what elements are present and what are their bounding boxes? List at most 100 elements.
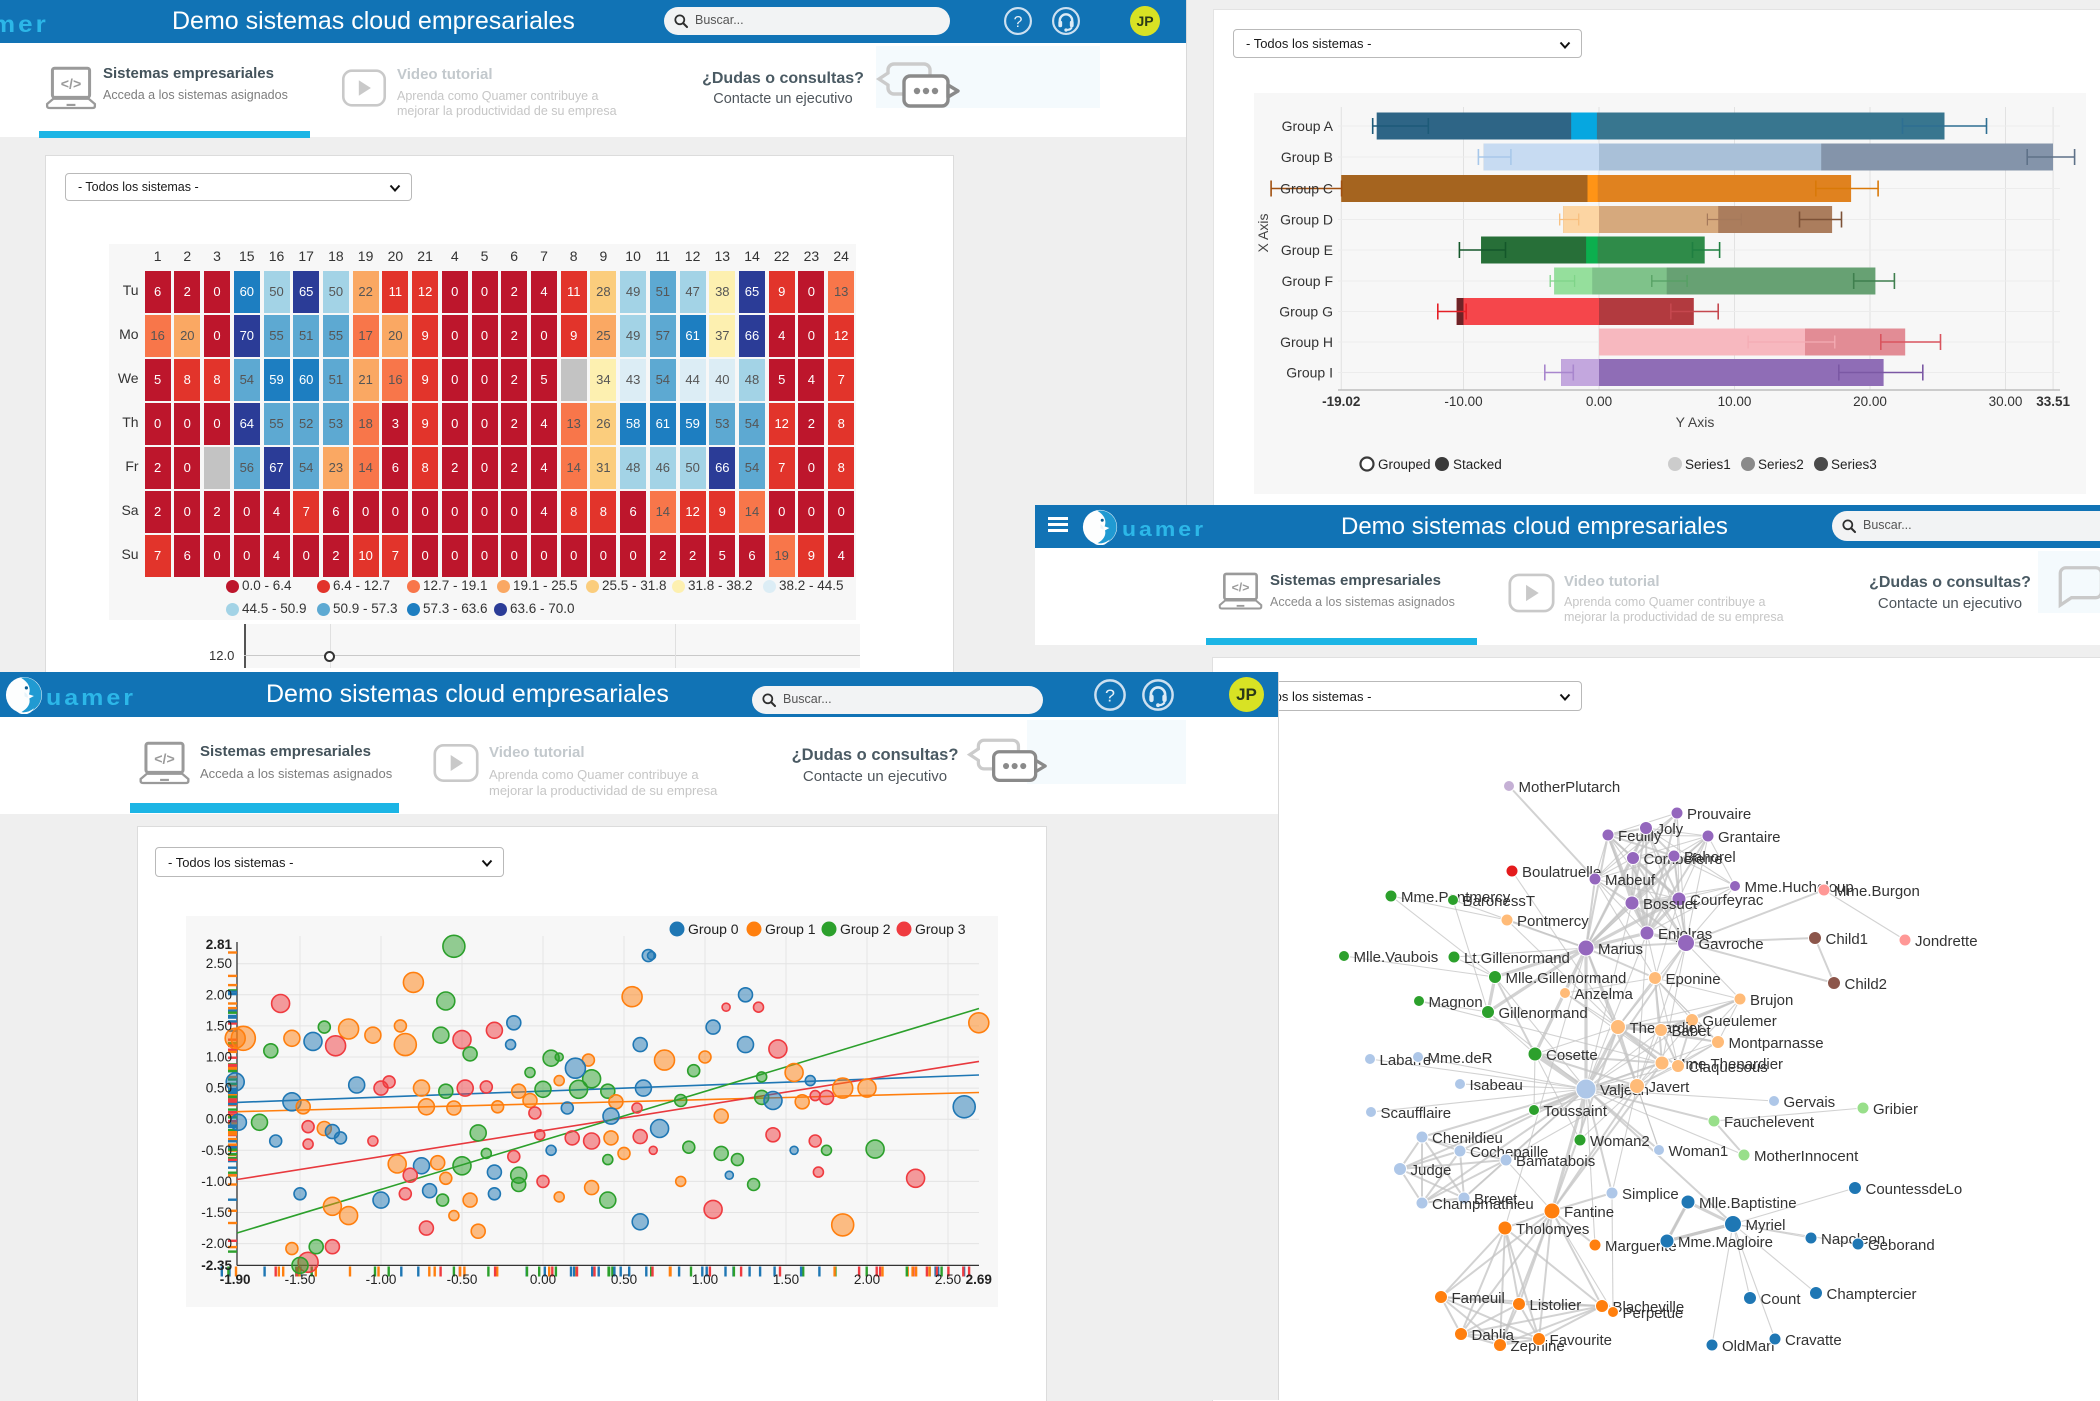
svg-text:Series3: Series3 bbox=[1831, 457, 1877, 472]
svg-text:Prouvaire: Prouvaire bbox=[1687, 806, 1751, 823]
svg-text:Mlle.Gillenormand: Mlle.Gillenormand bbox=[1506, 970, 1627, 987]
svg-text:Group 1: Group 1 bbox=[765, 921, 816, 937]
svg-text:0.00: 0.00 bbox=[206, 1112, 232, 1127]
svg-text:Stacked: Stacked bbox=[1453, 457, 1502, 472]
svg-text:Series2: Series2 bbox=[1758, 457, 1804, 472]
svg-text:?: ? bbox=[1105, 686, 1115, 706]
svg-text:Group 3: Group 3 bbox=[915, 921, 966, 937]
svg-text:-2.00: -2.00 bbox=[201, 1236, 232, 1251]
svg-text:Group A: Group A bbox=[1282, 118, 1334, 134]
svg-text:Grouped: Grouped bbox=[1378, 457, 1431, 472]
svg-text:Child2: Child2 bbox=[1845, 976, 1888, 993]
svg-text:Group I: Group I bbox=[1286, 365, 1333, 381]
svg-text:Geborand: Geborand bbox=[1868, 1237, 1935, 1254]
svg-text:Favourite: Favourite bbox=[1550, 1332, 1613, 1349]
svg-text:Montparnasse: Montparnasse bbox=[1729, 1035, 1824, 1052]
svg-text:</>: </> bbox=[154, 751, 174, 767]
svg-text:Mme.Burgon: Mme.Burgon bbox=[1834, 883, 1920, 900]
svg-text:Group F: Group F bbox=[1282, 273, 1333, 289]
svg-text:-2.35: -2.35 bbox=[201, 1258, 232, 1273]
svg-text:Isabeau: Isabeau bbox=[1470, 1077, 1523, 1094]
svg-text:Bahorel: Bahorel bbox=[1684, 849, 1736, 866]
svg-text:Blacheville: Blacheville bbox=[1613, 1299, 1685, 1316]
svg-text:Group 2: Group 2 bbox=[840, 921, 891, 937]
svg-text:Marguerite: Marguerite bbox=[1605, 1238, 1677, 1255]
svg-text:Cosette: Cosette bbox=[1546, 1047, 1598, 1064]
svg-text:Listolier: Listolier bbox=[1530, 1297, 1582, 1314]
svg-text:Eponine: Eponine bbox=[1666, 971, 1721, 988]
svg-text:MotherInnocent: MotherInnocent bbox=[1754, 1148, 1859, 1165]
svg-text:Group E: Group E bbox=[1281, 242, 1333, 258]
svg-text:Champtercier: Champtercier bbox=[1827, 1286, 1917, 1303]
svg-text:Judge: Judge bbox=[1411, 1162, 1452, 1179]
svg-text:Myriel: Myriel bbox=[1746, 1217, 1786, 1234]
svg-text:Gillenormand: Gillenormand bbox=[1499, 1005, 1588, 1022]
svg-text:-1.50: -1.50 bbox=[285, 1272, 316, 1287]
svg-text:1.00: 1.00 bbox=[692, 1272, 718, 1287]
svg-text:Grantaire: Grantaire bbox=[1718, 829, 1781, 846]
svg-text:-1.90: -1.90 bbox=[220, 1272, 251, 1287]
svg-text:2.50: 2.50 bbox=[206, 956, 232, 971]
svg-text:-1.00: -1.00 bbox=[366, 1272, 397, 1287]
svg-text:2.81: 2.81 bbox=[206, 937, 233, 952]
svg-text:Claquesous: Claquesous bbox=[1689, 1059, 1768, 1076]
svg-text:Child1: Child1 bbox=[1826, 931, 1869, 948]
svg-text:Napoleon: Napoleon bbox=[1821, 1231, 1885, 1248]
svg-text:Toussaint: Toussaint bbox=[1544, 1103, 1608, 1120]
svg-text:Group D: Group D bbox=[1280, 212, 1333, 228]
svg-text:Count: Count bbox=[1761, 1291, 1802, 1308]
svg-text:Javert: Javert bbox=[1649, 1079, 1691, 1096]
svg-text:Mme.deR: Mme.deR bbox=[1428, 1050, 1493, 1067]
svg-text:Marius: Marius bbox=[1598, 941, 1643, 958]
svg-text:2.00: 2.00 bbox=[854, 1272, 880, 1287]
svg-text:Anzelma: Anzelma bbox=[1575, 986, 1634, 1003]
svg-text:Scaufflaire: Scaufflaire bbox=[1381, 1105, 1452, 1122]
svg-text:0.00: 0.00 bbox=[1586, 394, 1612, 409]
svg-text:-1.00: -1.00 bbox=[201, 1174, 232, 1189]
svg-text:Mlle.Baptistine: Mlle.Baptistine bbox=[1699, 1195, 1797, 1212]
svg-text:Bossuet: Bossuet bbox=[1643, 896, 1698, 913]
svg-text:Group B: Group B bbox=[1281, 149, 1333, 165]
svg-text:Gueulemer: Gueulemer bbox=[1703, 1013, 1777, 1030]
svg-text:0.50: 0.50 bbox=[611, 1272, 637, 1287]
svg-text:Combeferre: Combeferre bbox=[1644, 851, 1723, 868]
svg-text:Fantine: Fantine bbox=[1564, 1204, 1614, 1221]
svg-text:1.50: 1.50 bbox=[773, 1272, 799, 1287]
svg-text:10.00: 10.00 bbox=[1718, 394, 1752, 409]
svg-text:Fauchelevent: Fauchelevent bbox=[1724, 1114, 1815, 1131]
svg-text:Mme.Magloire: Mme.Magloire bbox=[1678, 1234, 1773, 1251]
svg-text:BaronessT: BaronessT bbox=[1463, 893, 1536, 910]
svg-text:Babet: Babet bbox=[1672, 1023, 1712, 1040]
svg-text:</>: </> bbox=[61, 76, 81, 92]
svg-text:Simplice: Simplice bbox=[1622, 1186, 1679, 1203]
svg-text:Joly: Joly bbox=[1657, 821, 1684, 838]
svg-text:30.00: 30.00 bbox=[1989, 394, 2023, 409]
svg-text:Group C: Group C bbox=[1280, 181, 1333, 197]
svg-text:Perpetue: Perpetue bbox=[1623, 1305, 1684, 1322]
svg-text:33.51: 33.51 bbox=[2036, 394, 2070, 409]
svg-text:Bamatabois: Bamatabois bbox=[1516, 1153, 1595, 1170]
svg-text:Mme.Thenardier: Mme.Thenardier bbox=[1673, 1056, 1783, 1073]
svg-text:Chenildieu: Chenildieu bbox=[1432, 1130, 1503, 1147]
svg-text:1.50: 1.50 bbox=[206, 1018, 232, 1033]
svg-text:Boulatruelle: Boulatruelle bbox=[1522, 864, 1601, 881]
svg-text:-0.50: -0.50 bbox=[447, 1272, 478, 1287]
svg-text:CountessdeLo: CountessdeLo bbox=[1866, 1181, 1963, 1198]
svg-text:20.00: 20.00 bbox=[1853, 394, 1887, 409]
svg-text:Fameuil: Fameuil bbox=[1452, 1290, 1505, 1307]
svg-text:Cravatte: Cravatte bbox=[1785, 1332, 1842, 1349]
svg-text:OldMan: OldMan bbox=[1722, 1338, 1775, 1355]
svg-text:Group H: Group H bbox=[1280, 334, 1333, 350]
svg-text:Dahlia: Dahlia bbox=[1472, 1327, 1515, 1344]
svg-text:</>: </> bbox=[1232, 581, 1250, 595]
svg-text:0.50: 0.50 bbox=[206, 1081, 232, 1096]
svg-text:Series1: Series1 bbox=[1685, 457, 1731, 472]
svg-text:Courfeyrac: Courfeyrac bbox=[1690, 892, 1764, 909]
svg-text:Brevet: Brevet bbox=[1474, 1191, 1518, 1208]
svg-text:2.69: 2.69 bbox=[966, 1272, 992, 1287]
svg-text:Mlle.Vaubois: Mlle.Vaubois bbox=[1354, 949, 1439, 966]
svg-text:Lt.Gillenormand: Lt.Gillenormand bbox=[1464, 950, 1570, 967]
svg-text:Gavroche: Gavroche bbox=[1699, 936, 1764, 953]
svg-text:Brujon: Brujon bbox=[1750, 992, 1793, 1009]
svg-text:-0.50: -0.50 bbox=[201, 1143, 232, 1158]
